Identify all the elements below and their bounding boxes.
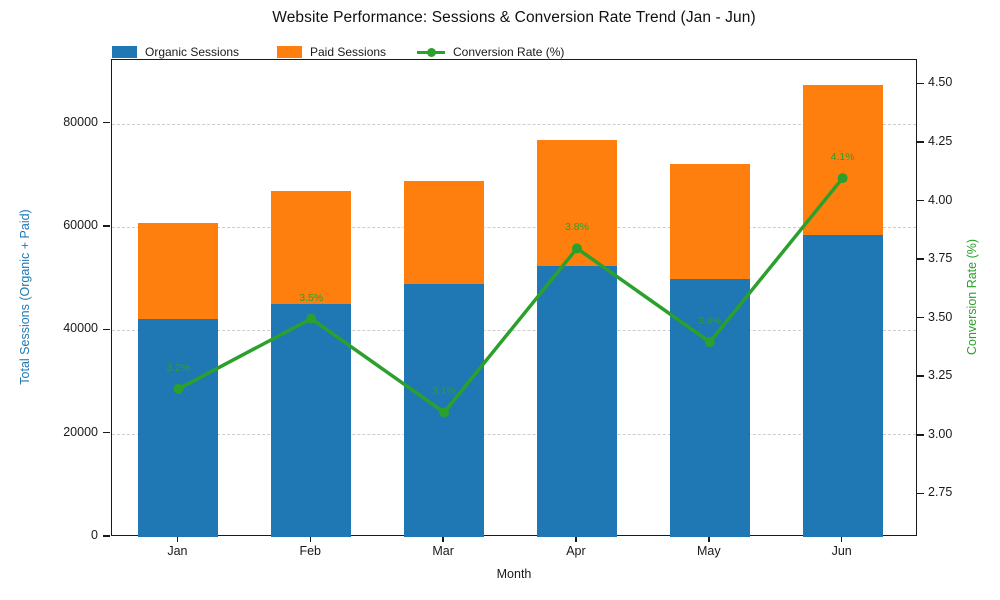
conversion-rate-value-may: 3.4% xyxy=(697,315,722,328)
x-axis-label: Month xyxy=(496,567,532,581)
y-left-tickmark-80000 xyxy=(103,121,110,124)
y-right-tick-label-2.75: 2.75 xyxy=(928,485,953,500)
legend-item-paid-sessions: Paid Sessions xyxy=(277,45,386,59)
y-right-tickmark-4.25 xyxy=(917,141,924,143)
chart-title: Website Performance: Sessions & Conversi… xyxy=(272,9,756,26)
y-right-tick-label-4.25: 4.25 xyxy=(928,133,953,148)
y-right-tickmark-4.50 xyxy=(917,82,924,85)
conversion-rate-point-apr xyxy=(571,243,582,254)
bar-apr-organic-sessions xyxy=(536,266,617,537)
y-right-tickmark-4.00 xyxy=(917,199,924,202)
bar-mar-paid-sessions xyxy=(404,181,485,285)
y-left-tick-label-20000: 20000 xyxy=(63,424,98,439)
conversion-rate-value-jan: 3.2% xyxy=(166,361,191,374)
legend-label-conversion-rate: Conversion Rate (%) xyxy=(453,45,565,59)
bar-may-paid-sessions xyxy=(669,164,750,280)
y-right-tick-label-3.50: 3.50 xyxy=(928,309,953,324)
bar-feb-paid-sessions xyxy=(271,190,352,304)
x-tickmark-feb xyxy=(309,536,311,542)
y-right-tickmark-3.50 xyxy=(917,316,924,319)
y-axis-label-left: Total Sessions (Organic + Paid) xyxy=(18,209,32,385)
y-right-tick-label-3.75: 3.75 xyxy=(928,251,953,266)
y-right-tickmark-3.25 xyxy=(917,375,924,377)
legend-item-conversion-rate: Conversion Rate (%) xyxy=(417,45,564,59)
bar-jan-organic-sessions xyxy=(138,318,219,537)
conversion-rate-value-apr: 3.8% xyxy=(564,221,589,234)
conversion-rate-point-may xyxy=(704,337,715,348)
x-tick-label-feb: Feb xyxy=(299,544,322,558)
y-right-tick-label-4.50: 4.50 xyxy=(928,75,953,90)
y-left-tick-label-60000: 60000 xyxy=(63,217,98,232)
conversion-rate-line-swatch-icon xyxy=(417,46,445,58)
y-left-tickmark-40000 xyxy=(103,328,110,331)
bar-jan-paid-sessions xyxy=(138,222,219,319)
y-left-tick-label-40000: 40000 xyxy=(63,321,98,336)
y-right-tick-label-4.00: 4.00 xyxy=(928,192,953,207)
organic-sessions-swatch-icon xyxy=(112,46,137,58)
gridline-y-20000 xyxy=(112,433,916,435)
x-tick-label-mar: Mar xyxy=(432,544,454,558)
y-axis-label-right: Conversion Rate (%) xyxy=(965,238,979,356)
x-tick-label-jun: Jun xyxy=(831,544,852,558)
y-left-tick-label-0: 0 xyxy=(91,528,98,542)
y-left-tickmark-20000 xyxy=(103,431,110,434)
gridline-y-80000 xyxy=(112,123,916,125)
conversion-rate-line-layer xyxy=(173,173,848,418)
x-tick-label-may: May xyxy=(696,544,721,558)
y-right-tickmark-3.75 xyxy=(917,258,924,260)
paid-sessions-swatch-icon xyxy=(277,46,302,58)
bar-jun-organic-sessions xyxy=(802,234,883,537)
conversion-rate-point-jan xyxy=(173,383,184,394)
x-tickmark-jun xyxy=(840,536,843,542)
x-tickmark-apr xyxy=(575,536,577,542)
conversion-rate-value-mar: 3.1% xyxy=(432,385,457,398)
x-tick-label-jan: Jan xyxy=(167,544,188,558)
gridline-y-40000 xyxy=(112,330,916,332)
conversion-rate-value-jun: 4.1% xyxy=(830,151,855,164)
conversion-rate-line xyxy=(177,176,845,415)
y-right-tickmark-2.75 xyxy=(917,492,924,495)
y-right-tick-label-3.00: 3.00 xyxy=(928,426,953,441)
legend-label-paid-sessions: Paid Sessions xyxy=(310,45,387,59)
bar-feb-organic-sessions xyxy=(271,303,352,537)
y-left-tick-label-80000: 80000 xyxy=(63,114,98,129)
plot-area: 3.2% 3.5% 3.1% 3.8% 3.4% 4.1% xyxy=(111,59,917,537)
y-right-tickmark-3.00 xyxy=(917,434,924,436)
conversion-rate-value-feb: 3.5% xyxy=(299,291,324,304)
conversion-rate-point-jun xyxy=(837,173,848,184)
y-left-tickmark-60000 xyxy=(103,225,110,227)
gridline-y-60000 xyxy=(112,226,916,228)
conversion-rate-point-mar xyxy=(439,407,450,418)
x-tickmark-mar xyxy=(442,536,444,542)
legend-label-organic-sessions: Organic Sessions xyxy=(145,45,240,59)
x-tick-label-apr: Apr xyxy=(566,544,586,558)
x-tickmark-may xyxy=(708,536,710,542)
y-right-tick-label-3.25: 3.25 xyxy=(928,368,953,383)
y-left-tickmark-0 xyxy=(103,535,110,537)
conversion-rate-point-feb xyxy=(306,313,317,324)
x-tickmark-jan xyxy=(176,536,179,542)
legend-item-organic-sessions: Organic Sessions xyxy=(112,45,239,59)
